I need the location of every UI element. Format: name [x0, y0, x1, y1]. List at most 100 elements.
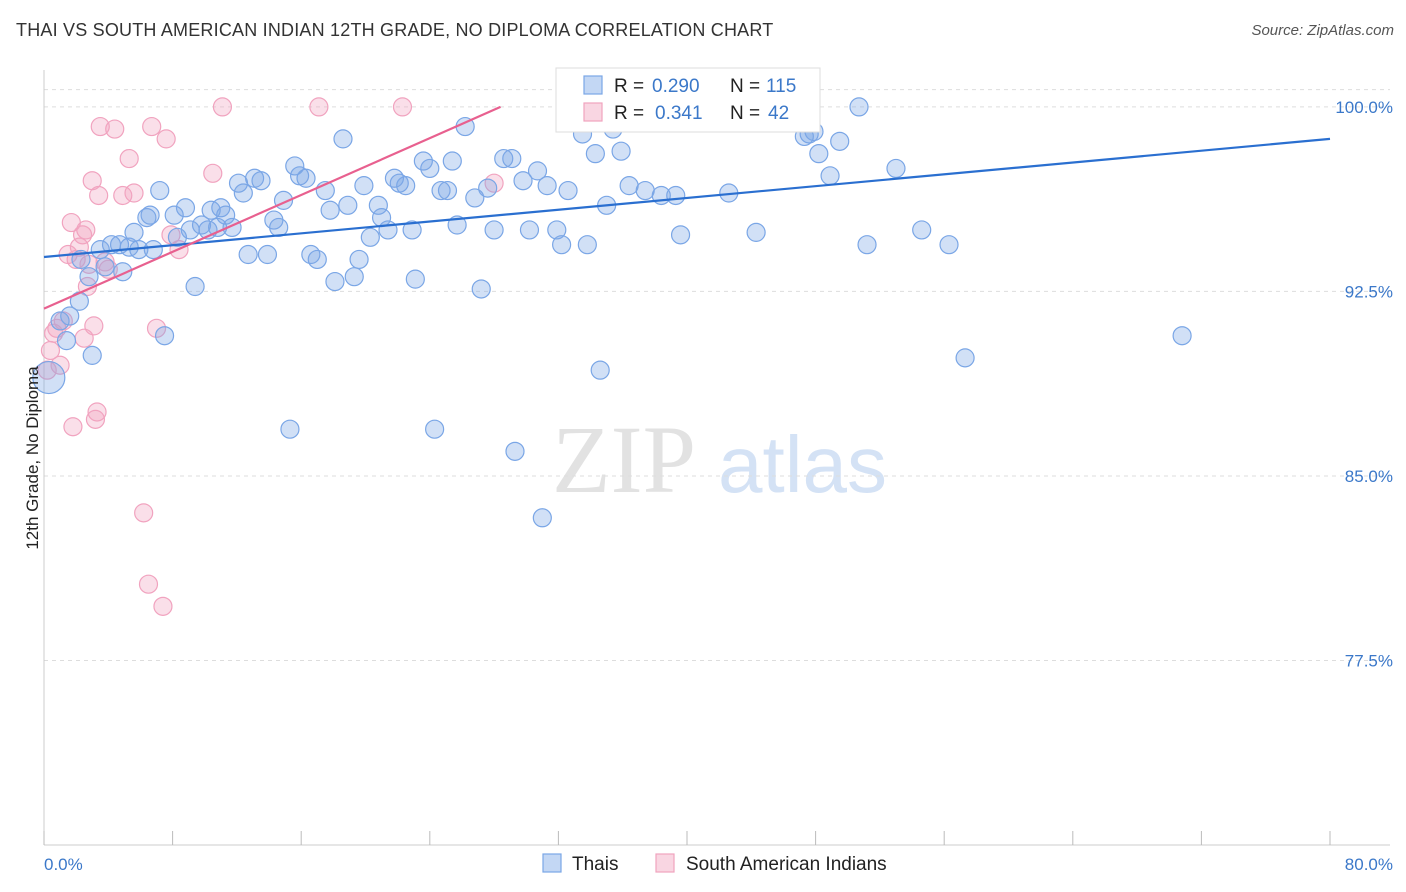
thai-point	[849, 97, 869, 117]
thai-point	[505, 441, 525, 461]
legend-r-label-sai: R =	[614, 103, 644, 124]
thai-point	[552, 235, 572, 255]
sai-point	[63, 417, 83, 437]
legend-n-value-sai: 42	[768, 103, 789, 124]
thai-point	[532, 508, 552, 528]
thai-point	[185, 276, 205, 297]
thai-point	[60, 306, 80, 326]
thai-point	[349, 249, 369, 270]
thai-point	[494, 148, 514, 169]
thai-point	[95, 257, 115, 277]
thai-point	[413, 151, 433, 171]
bottom-legend-label-sai: South American Indians	[686, 854, 887, 875]
thai-point	[465, 188, 485, 208]
axes	[43, 70, 1390, 846]
thai-point	[333, 129, 353, 149]
legend-r-value-sai: 0.341	[655, 103, 703, 124]
thai-point	[154, 326, 175, 346]
legend-n-value-thai: 115	[766, 76, 796, 97]
legend-n-label-thai: N =	[730, 76, 760, 97]
thai-point	[257, 244, 278, 265]
thai-point	[431, 180, 451, 201]
x-tick-label: 80.0%	[1345, 855, 1393, 874]
thai-point	[547, 220, 567, 240]
thai-point	[238, 244, 258, 265]
thai-point	[820, 166, 840, 186]
thai-point	[56, 331, 77, 351]
sai-point	[69, 237, 89, 257]
sai-point	[124, 183, 144, 203]
y-tick-label: 92.5%	[1345, 282, 1393, 301]
watermark-atlas: atlas	[718, 420, 887, 509]
thai-point	[527, 161, 548, 181]
thai-point	[50, 311, 70, 331]
thai-point	[912, 220, 932, 240]
thai-point	[396, 176, 416, 196]
thai-point	[635, 180, 655, 201]
source-credit: Source: ZipAtlas.com	[1251, 22, 1394, 39]
thai-point	[513, 171, 533, 191]
x-tick-labels: 0.0% 80.0%	[44, 855, 1393, 874]
thai-point	[280, 419, 300, 439]
thai-point	[577, 235, 597, 255]
y-tick-labels: 77.5% 85.0% 92.5% 100.0%	[1335, 98, 1393, 671]
thai-point	[368, 195, 388, 215]
sai-point	[156, 129, 176, 149]
thai-point	[1172, 326, 1192, 346]
bottom-legend-swatch-thai	[542, 853, 562, 873]
thai-point	[32, 360, 66, 395]
thai-point	[619, 176, 639, 196]
sai-point	[134, 503, 154, 523]
thai-point	[425, 419, 445, 439]
sai-point	[113, 185, 133, 206]
sai-point	[203, 163, 223, 183]
sai-trend-line	[43, 105, 501, 310]
thai-point	[405, 269, 425, 289]
y-tick-label: 85.0%	[1345, 467, 1393, 486]
thai-point	[857, 235, 877, 255]
thai-point	[502, 148, 522, 169]
x-tick-label: 0.0%	[44, 855, 83, 874]
thai-point	[164, 205, 184, 225]
legend-n-label-sai: N =	[730, 103, 760, 124]
sai-point	[309, 97, 329, 117]
sai-points	[37, 97, 504, 616]
stats-legend: R = 0.290 N = 115 R = 0.341 N = 42	[555, 67, 821, 133]
bottom-legend-swatch-sai	[655, 853, 675, 873]
legend-r-label-thai: R =	[614, 76, 644, 97]
sai-point	[153, 596, 173, 616]
thai-point	[124, 222, 144, 242]
thai-point	[143, 240, 163, 260]
thai-point	[175, 198, 196, 218]
thai-point	[320, 200, 340, 220]
thai-point	[82, 345, 102, 365]
legend-swatch-sai	[583, 102, 603, 122]
thai-point	[886, 158, 906, 179]
sai-point	[90, 116, 110, 137]
thai-point	[150, 180, 170, 201]
sai-point	[138, 574, 159, 594]
thai-point	[519, 220, 540, 240]
thai-point	[442, 151, 462, 171]
sai-point	[50, 355, 70, 375]
y-tick-label: 77.5%	[1345, 651, 1393, 670]
sai-point	[119, 148, 139, 169]
thai-point	[354, 176, 374, 196]
thai-point	[809, 144, 829, 164]
sai-point	[142, 116, 162, 137]
sai-point	[87, 402, 107, 422]
chart-title: THAI VS SOUTH AMERICAN INDIAN 12TH GRADE…	[16, 20, 774, 40]
series-legend: Thais South American Indians	[542, 853, 887, 875]
thai-point	[137, 208, 157, 228]
sai-point	[212, 97, 233, 117]
sai-point	[392, 97, 413, 117]
sai-point	[89, 185, 109, 206]
thai-point	[191, 215, 212, 235]
thai-point	[79, 267, 99, 287]
thai-point	[746, 222, 766, 242]
watermark-zip: ZIP	[552, 406, 696, 513]
y-axis-label: 12th Grade, No Diploma	[23, 366, 42, 550]
thai-point	[251, 171, 271, 191]
thai-point	[301, 244, 321, 265]
